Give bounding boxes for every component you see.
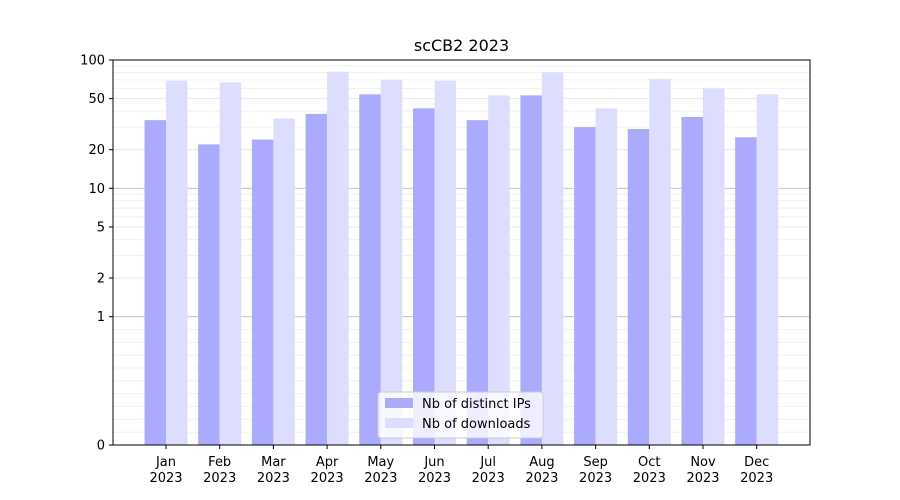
x-axis: Jan 2023 Feb 2023 Mar 2023 Apr 2023 May 2023 Jun 20… [149,445,773,486]
y-tick-label: 1 [97,310,105,325]
legend-label: Nb of downloads [422,417,531,432]
legend: Nb of distinct IPs Nb of downloads [377,391,544,439]
bar-distinct-ips [574,127,596,445]
bar-distinct-ips [466,120,489,446]
bar-downloads [273,118,295,446]
plot-frame [112,59,811,446]
bar-downloads [327,71,349,446]
bar-distinct-ips [359,94,381,445]
bar-downloads [380,79,403,445]
legend-swatch [385,398,413,408]
bar-distinct-ips [251,139,274,445]
bar-downloads [541,72,564,446]
x-tick-label: Aug 2023 [525,455,558,486]
bar-downloads [434,80,456,445]
y-tick-label: 100 [80,54,105,69]
bar-distinct-ips [735,137,757,446]
bar-downloads [649,79,671,446]
x-tick-label: Jul 2023 [472,455,505,486]
bar-distinct-ips [413,108,435,446]
bar-distinct-ips [681,116,703,446]
y-tick-label: 5 [97,220,105,235]
y-tick-label: 10 [88,182,105,197]
x-tick-label: Sep 2023 [579,455,612,486]
bar-distinct-ips [305,113,328,446]
x-tick-label: Mar 2023 [257,455,290,486]
x-tick-label: Nov 2023 [686,455,719,486]
x-tick-label: May 2023 [364,455,397,486]
bar-downloads [488,95,510,446]
bars-layer [144,71,779,446]
bar-distinct-ips [198,144,220,445]
y-axis: 0 1 2 5 10 20 50 100 [80,54,113,454]
y-tick-label: 0 [97,439,105,454]
y-tick-label: 50 [88,92,105,107]
bar-downloads [595,108,618,446]
bar-distinct-ips [144,120,166,446]
x-tick-label: Dec 2023 [740,455,773,486]
y-tick-label: 2 [97,272,105,287]
legend-box [377,391,544,439]
x-tick-label: Oct 2023 [633,455,666,486]
bar-downloads [756,94,779,445]
bar-downloads [166,80,188,445]
bar-distinct-ips [520,95,542,446]
bar-distinct-ips [627,128,650,446]
bar-downloads [703,88,725,446]
x-tick-label: Jan 2023 [149,455,182,486]
legend-label: Nb of distinct IPs [422,397,531,412]
x-tick-label: Apr 2023 [311,455,344,486]
x-tick-label: Jun 2023 [418,455,451,486]
y-tick-label: 20 [88,143,105,158]
bar-downloads [219,82,242,445]
x-tick-label: Feb 2023 [203,455,236,486]
chart-title: scCB2 2023 [414,36,509,55]
legend-swatch [385,418,413,428]
